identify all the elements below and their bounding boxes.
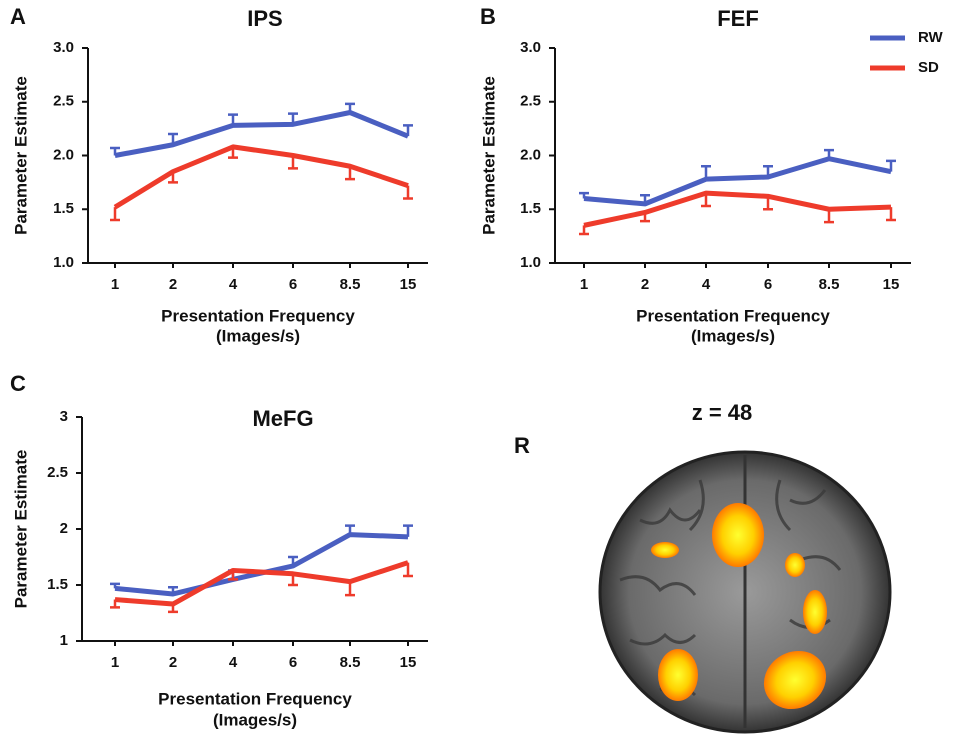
panel-letter: C bbox=[10, 371, 26, 396]
y-tick-label: 1.0 bbox=[520, 254, 541, 271]
x-tick-label: 4 bbox=[229, 654, 238, 671]
x-tick-label: 1 bbox=[111, 654, 119, 671]
x-axis-label: Presentation Frequency bbox=[158, 689, 352, 708]
x-tick-label: 8.5 bbox=[819, 276, 840, 293]
series-line bbox=[115, 535, 408, 594]
x-tick-label: 6 bbox=[764, 276, 772, 293]
x-tick-label: 2 bbox=[641, 276, 649, 293]
figure: z = 48 R A IPS Parameter Estimate Presentat… bbox=[0, 0, 959, 734]
x-tick-label: 15 bbox=[883, 276, 900, 293]
y-tick-label: 2.5 bbox=[520, 93, 541, 110]
x-tick-label: 4 bbox=[229, 276, 238, 293]
y-tick-label: 1.0 bbox=[53, 254, 74, 271]
panel-letter: A bbox=[10, 4, 26, 29]
y-tick-label: 2.5 bbox=[47, 464, 68, 481]
series-line bbox=[115, 147, 408, 207]
error-bar bbox=[110, 207, 120, 220]
chart-title: IPS bbox=[247, 6, 282, 31]
y-tick-label: 1.5 bbox=[520, 200, 541, 217]
x-tick-label: 2 bbox=[169, 654, 177, 671]
x-axis-label: (Images/s) bbox=[216, 326, 300, 345]
chart-title: FEF bbox=[717, 6, 759, 31]
series-line bbox=[584, 193, 891, 225]
x-tick-label: 15 bbox=[400, 276, 417, 293]
y-tick-label: 3.0 bbox=[53, 39, 74, 56]
chart-title: MeFG bbox=[252, 406, 313, 431]
x-axis-label: Presentation Frequency bbox=[636, 306, 830, 325]
x-axis-label: Presentation Frequency bbox=[161, 306, 355, 325]
brain-image: z = 48 R bbox=[514, 400, 890, 732]
x-tick-label: 4 bbox=[702, 276, 711, 293]
x-tick-label: 2 bbox=[169, 276, 177, 293]
y-axis-label: Parameter Estimate bbox=[479, 76, 498, 235]
y-tick-label: 2.0 bbox=[53, 146, 74, 163]
x-tick-label: 1 bbox=[580, 276, 588, 293]
legend-label: RW bbox=[918, 29, 944, 46]
y-axis-label: Parameter Estimate bbox=[11, 76, 30, 235]
series-line bbox=[115, 563, 408, 604]
x-tick-label: 8.5 bbox=[340, 654, 361, 671]
y-tick-label: 1 bbox=[60, 632, 68, 649]
x-tick-label: 6 bbox=[289, 276, 297, 293]
y-tick-label: 2.5 bbox=[53, 93, 74, 110]
slice-label: z = 48 bbox=[692, 400, 753, 425]
x-tick-label: 15 bbox=[400, 654, 417, 671]
y-tick-label: 1.5 bbox=[47, 576, 68, 593]
y-tick-label: 3.0 bbox=[520, 39, 541, 56]
x-tick-label: 8.5 bbox=[340, 276, 361, 293]
x-axis-label: (Images/s) bbox=[691, 326, 775, 345]
legend-label: SD bbox=[918, 59, 939, 76]
panel-letter: B bbox=[480, 4, 496, 29]
y-tick-label: 3 bbox=[60, 408, 68, 425]
y-tick-label: 2 bbox=[60, 520, 68, 537]
x-axis-label: (Images/s) bbox=[213, 710, 297, 729]
orientation-label: R bbox=[514, 433, 530, 458]
y-tick-label: 1.5 bbox=[53, 200, 74, 217]
y-axis-label: Parameter Estimate bbox=[11, 450, 30, 609]
error-bar bbox=[403, 186, 413, 199]
y-tick-label: 2.0 bbox=[520, 146, 541, 163]
x-tick-label: 6 bbox=[289, 654, 297, 671]
x-tick-label: 1 bbox=[111, 276, 119, 293]
